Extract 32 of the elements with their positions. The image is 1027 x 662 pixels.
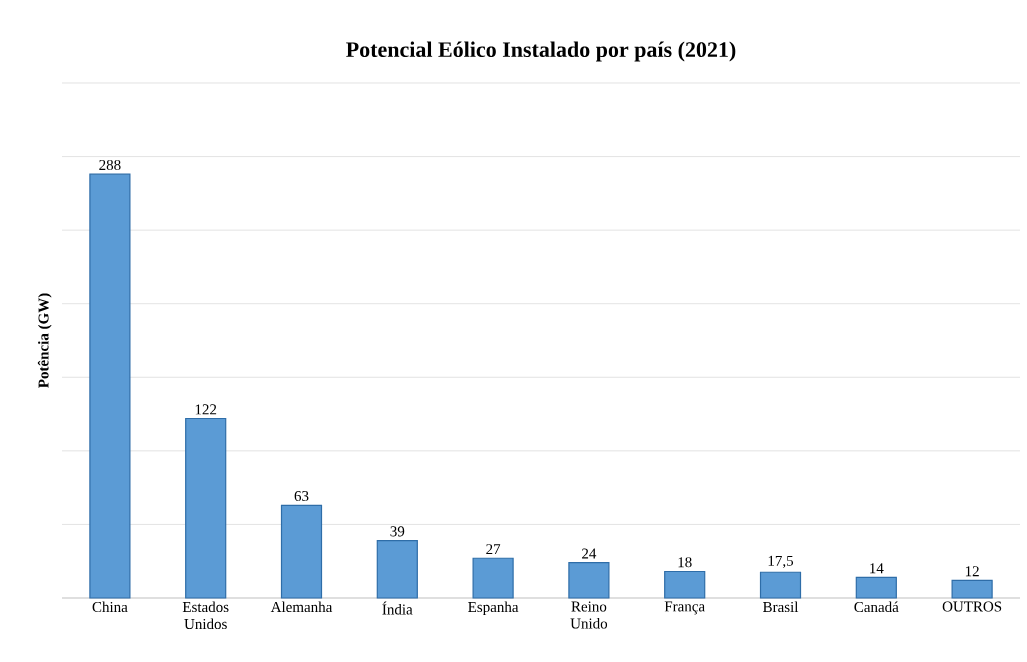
bar xyxy=(759,571,802,599)
bar xyxy=(89,173,131,599)
bar xyxy=(664,570,706,599)
data-label: 24 xyxy=(582,548,597,559)
data-label: 14 xyxy=(870,563,884,574)
bar xyxy=(280,504,323,599)
data-label: 17,5 xyxy=(768,555,794,569)
bar xyxy=(185,417,227,599)
y-axis-title: Potência (GW) xyxy=(37,293,52,388)
bar xyxy=(376,540,418,599)
data-label: 12 xyxy=(965,566,979,577)
data-label: 63 xyxy=(294,491,309,502)
x-tick-label: Canadá xyxy=(854,601,899,613)
x-tick-label: Alemanha xyxy=(270,601,333,613)
x-tick-label: Brasil xyxy=(763,601,799,613)
bar xyxy=(855,576,897,599)
bar xyxy=(951,579,993,599)
data-label: 288 xyxy=(99,159,121,171)
bar xyxy=(472,557,514,599)
data-label: 18 xyxy=(678,557,692,568)
data-label: 27 xyxy=(486,544,501,555)
chart-title: Potencial Eólico Instalado por país (2021) xyxy=(346,41,736,62)
bar xyxy=(568,562,610,599)
x-tick-label: OUTROS xyxy=(942,601,1002,612)
x-tick-label: China xyxy=(92,601,128,613)
data-label: 122 xyxy=(195,404,217,415)
x-tick-label: Espanha xyxy=(468,601,519,616)
x-tick-label: França xyxy=(664,601,705,615)
x-tick-label: Índia xyxy=(382,601,413,615)
x-tick-label: Reino Unido xyxy=(570,601,608,629)
data-label: 39 xyxy=(390,526,405,537)
x-tick-label: Estados Unidos xyxy=(182,601,229,630)
